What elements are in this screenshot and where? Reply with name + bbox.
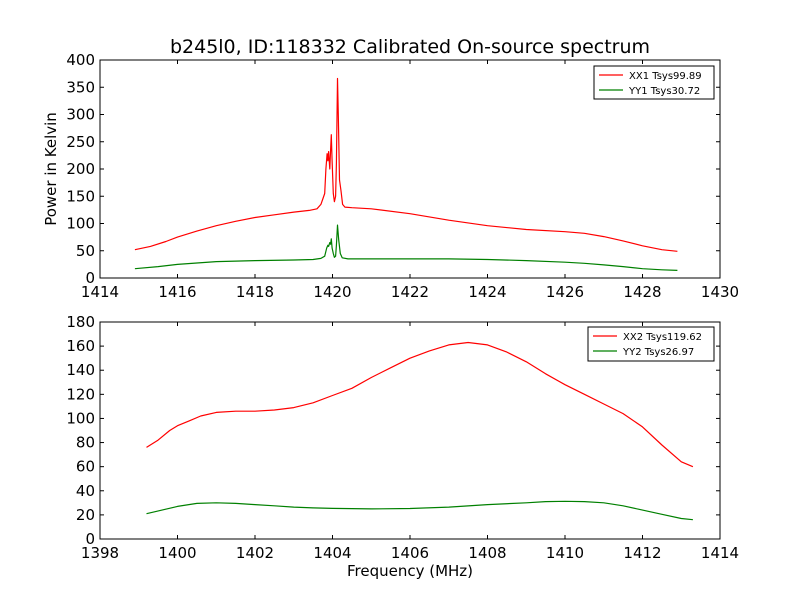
x-tick-label: 1412 <box>623 544 661 562</box>
chart-title: b245l0, ID:118332 Calibrated On-source s… <box>170 36 650 58</box>
x-tick-label: 1404 <box>313 544 351 562</box>
y-tick-label: 100 <box>66 215 95 233</box>
legend-label: YY1 Tsys30.72 <box>628 86 700 97</box>
y-tick-label: 350 <box>66 78 95 96</box>
y-tick-label: 40 <box>76 482 95 500</box>
x-tick-label: 1426 <box>546 283 584 301</box>
y-tick-label: 120 <box>66 385 95 403</box>
x-tick-label: 1416 <box>158 283 196 301</box>
series-line-yy1 <box>134 224 678 271</box>
y-tick-label: 180 <box>66 313 95 331</box>
x-tick-label: 1430 <box>701 283 739 301</box>
x-tick-label: 1406 <box>391 544 429 562</box>
y-tick-label: 300 <box>66 106 95 124</box>
y-tick-label: 0 <box>85 530 95 548</box>
x-tick-label: 1410 <box>546 544 584 562</box>
legend-box <box>587 326 715 362</box>
y-tick-label: 80 <box>76 434 95 452</box>
x-tick-label: 1422 <box>391 283 429 301</box>
legend-label: XX2 Tsys119.62 <box>623 332 702 343</box>
legend-label: YY2 Tsys26.97 <box>622 347 694 358</box>
series-line-xx1 <box>134 77 678 252</box>
x-tick-label: 1398 <box>81 544 119 562</box>
legend-label: XX1 Tsys99.89 <box>629 71 702 82</box>
series-line-xx2 <box>146 341 694 468</box>
y-tick-label: 250 <box>66 133 95 151</box>
legend-box <box>593 65 715 100</box>
x-tick-label: 1414 <box>81 283 119 301</box>
x-tick-label: 1418 <box>236 283 274 301</box>
y-tick-label: 400 <box>66 51 95 69</box>
x-tick-label: 1400 <box>158 544 196 562</box>
x-tick-label: 1408 <box>468 544 506 562</box>
x-tick-label: 1428 <box>623 283 661 301</box>
series-line-yy2 <box>146 500 693 521</box>
x-tick-label: 1420 <box>313 283 351 301</box>
y-tick-label: 50 <box>76 242 95 260</box>
y-tick-label: 200 <box>66 160 95 178</box>
y-tick-label: 150 <box>66 187 95 205</box>
x-tick-label: 1414 <box>701 544 739 562</box>
y-tick-label: 20 <box>76 506 95 524</box>
x-tick-label: 1402 <box>236 544 274 562</box>
x-axis-label: Frequency (MHz) <box>347 562 473 580</box>
y-tick-label: 0 <box>85 269 95 287</box>
y-tick-label: 100 <box>66 409 95 427</box>
y-tick-label: 160 <box>66 337 95 355</box>
y-tick-label: 60 <box>76 458 95 476</box>
y-axis-label: Power in Kelvin <box>42 112 60 226</box>
x-tick-label: 1424 <box>468 283 506 301</box>
y-tick-label: 140 <box>66 361 95 379</box>
